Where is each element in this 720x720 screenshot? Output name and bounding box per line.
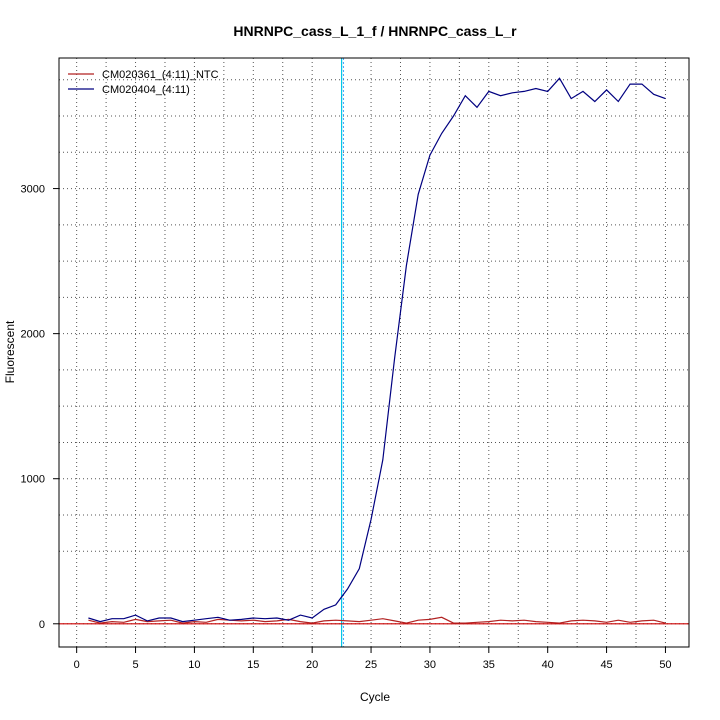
legend-label-1: CM020361_(4:11)_NTC bbox=[102, 69, 219, 81]
y-tick-label: 2000 bbox=[21, 329, 45, 341]
series-lines bbox=[59, 77, 689, 625]
chart-title: HNRNPC_cass_L_1_f / HNRNPC_cass_L_r bbox=[233, 23, 517, 39]
x-tick-label: 35 bbox=[483, 659, 495, 671]
y-tick-label: 1000 bbox=[21, 474, 45, 486]
x-tick-label: 40 bbox=[542, 659, 554, 671]
series-line-1 bbox=[88, 616, 666, 624]
y-tick-label: 0 bbox=[39, 619, 45, 631]
x-tick-label: 10 bbox=[188, 659, 200, 671]
x-tick-label: 30 bbox=[424, 659, 436, 671]
grid bbox=[59, 58, 689, 647]
legend: CM020361_(4:11)_NTC CM020404_(4:11) bbox=[68, 69, 219, 96]
x-tick-label: 50 bbox=[659, 659, 671, 671]
x-axis-label: Cycle bbox=[360, 690, 390, 704]
legend-label-2: CM020404_(4:11) bbox=[102, 84, 190, 96]
plot-frame bbox=[58, 57, 690, 648]
x-tick-label: 25 bbox=[365, 659, 377, 671]
x-tick-label: 20 bbox=[306, 659, 318, 671]
y-axis-label: Fluorescent bbox=[3, 320, 17, 383]
x-tick-label: 45 bbox=[600, 659, 612, 671]
y-tick-label: 3000 bbox=[21, 184, 45, 196]
x-tick-label: 0 bbox=[74, 659, 80, 671]
x-tick-label: 15 bbox=[247, 659, 259, 671]
x-tick-label: 5 bbox=[132, 659, 138, 671]
threshold-line bbox=[341, 58, 345, 647]
series-line-2 bbox=[88, 77, 666, 623]
x-axis: 0 5 10 15 20 25 30 35 40 45 50 bbox=[74, 646, 672, 671]
y-axis: 0 1000 2000 3000 bbox=[21, 184, 60, 631]
